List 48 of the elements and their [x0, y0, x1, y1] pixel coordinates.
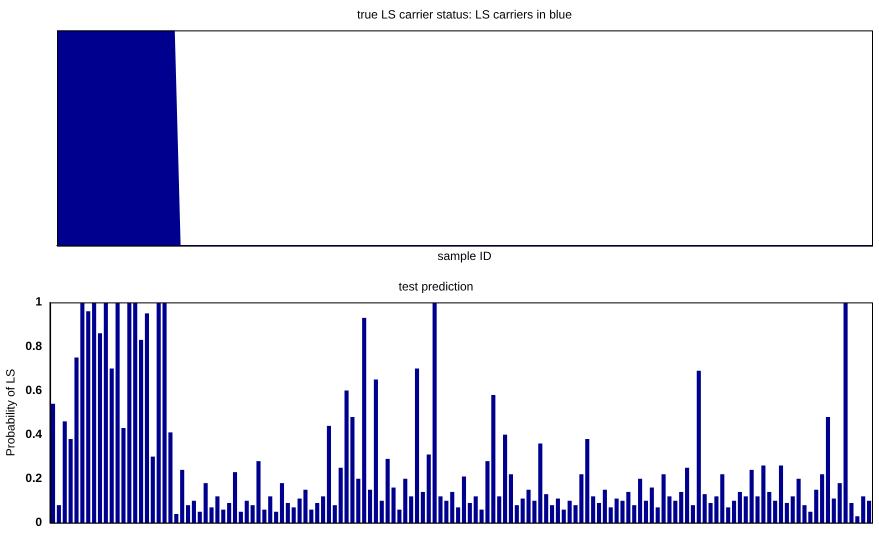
chart-title: true LS carrier status: LS carriers in blue [357, 8, 572, 22]
bar [209, 507, 214, 523]
bar [256, 461, 261, 523]
bar [802, 505, 807, 523]
bar [121, 428, 126, 523]
bar [485, 461, 490, 523]
y-tick-label: 0.6 [25, 382, 42, 397]
chart-title: test prediction [398, 280, 474, 294]
bar [462, 476, 466, 523]
bar [667, 496, 672, 523]
x-axis-title: sample ID [437, 249, 492, 264]
bar [74, 358, 79, 523]
bar [168, 432, 172, 523]
bar [232, 472, 238, 523]
bar [620, 500, 625, 523]
bar [755, 496, 760, 523]
bar [368, 490, 372, 523]
bar [326, 426, 331, 523]
bar [849, 502, 854, 523]
y-tick-label: 0.4 [25, 426, 42, 441]
bar [732, 500, 736, 523]
bar [708, 502, 713, 523]
bar [573, 505, 578, 523]
y-tick-label: 1 [35, 294, 42, 309]
bar [826, 417, 830, 523]
bar [98, 333, 102, 523]
bar [50, 404, 56, 523]
bar [344, 390, 349, 523]
bar [526, 490, 531, 523]
bar [162, 302, 167, 523]
bar [690, 505, 695, 523]
bar [186, 505, 190, 523]
bar [414, 368, 420, 523]
bar [280, 483, 284, 523]
bar [644, 500, 648, 523]
bar [391, 488, 396, 523]
bar [303, 490, 308, 523]
bar [596, 502, 602, 523]
bar [778, 465, 784, 523]
bar [508, 474, 513, 523]
y-tick-label: 0.2 [25, 471, 42, 486]
y-tick-label: 0.8 [25, 338, 42, 353]
y-axis-title: Probability of LS [4, 368, 18, 456]
bar [438, 496, 443, 523]
bar [867, 500, 872, 523]
bar [144, 313, 150, 523]
bar [550, 505, 554, 523]
y-tick-label: 0 [35, 515, 42, 530]
